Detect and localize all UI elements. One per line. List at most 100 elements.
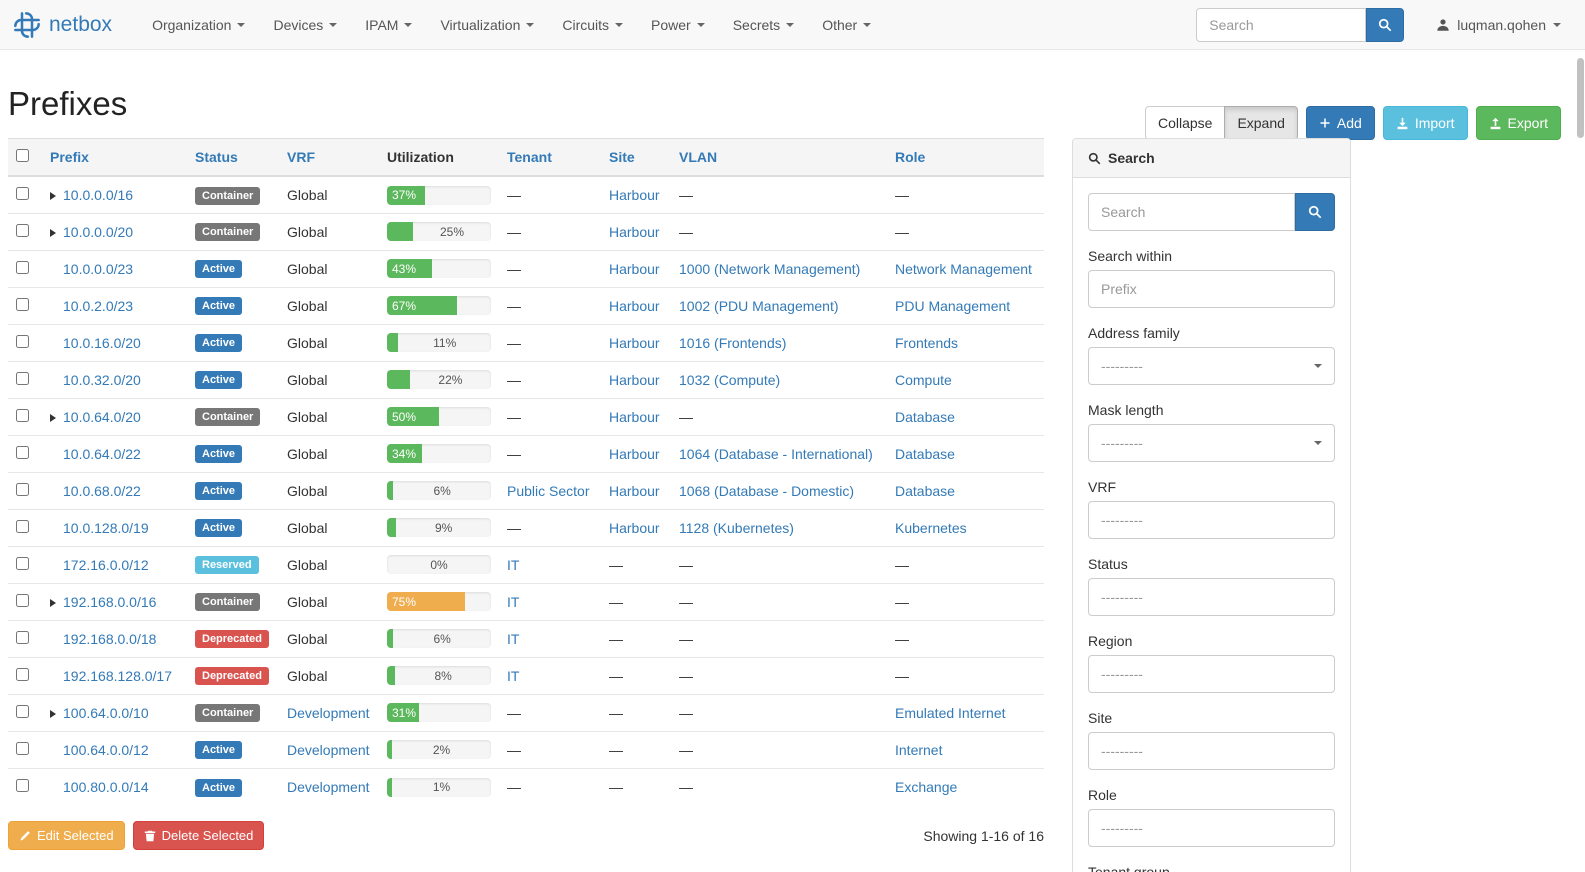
- row-checkbox[interactable]: [16, 371, 29, 385]
- row-checkbox[interactable]: [16, 556, 29, 570]
- role-cell[interactable]: Emulated Internet: [895, 704, 1006, 721]
- prefix-link[interactable]: 10.0.0.0/23: [63, 260, 134, 277]
- role-select[interactable]: ---------: [1088, 809, 1335, 848]
- prefix-link[interactable]: 10.0.2.0/23: [63, 297, 134, 314]
- mask-length-select[interactable]: ---------: [1088, 424, 1335, 463]
- column-header-vrf[interactable]: VRF: [279, 138, 379, 178]
- global-search-button[interactable]: [1366, 7, 1405, 42]
- site-cell[interactable]: Harbour: [609, 482, 660, 499]
- column-header-status[interactable]: Status: [187, 138, 279, 178]
- column-header-tenant[interactable]: Tenant: [499, 138, 601, 178]
- tenant-cell[interactable]: IT: [507, 556, 520, 573]
- global-search-input[interactable]: [1196, 7, 1367, 42]
- vrf-select[interactable]: ---------: [1088, 501, 1335, 540]
- menu-devices[interactable]: Devices: [259, 2, 351, 48]
- row-checkbox[interactable]: [16, 630, 29, 644]
- expand-caret[interactable]: [50, 228, 56, 237]
- address-family-select[interactable]: ---------: [1088, 347, 1335, 386]
- site-cell[interactable]: Harbour: [609, 408, 660, 425]
- menu-secrets[interactable]: Secrets: [719, 2, 808, 48]
- tenant-cell[interactable]: IT: [507, 667, 520, 684]
- row-checkbox[interactable]: [16, 482, 29, 496]
- row-checkbox[interactable]: [16, 779, 29, 793]
- menu-power[interactable]: Power: [637, 2, 719, 48]
- role-cell[interactable]: Database: [895, 445, 955, 462]
- edit-selected-button[interactable]: Edit Selected: [8, 821, 125, 851]
- vlan-cell[interactable]: 1128 (Kubernetes): [679, 519, 794, 536]
- row-checkbox[interactable]: [16, 667, 29, 681]
- vlan-cell[interactable]: 1032 (Compute): [679, 371, 781, 388]
- prefix-link[interactable]: 100.80.0.0/14: [63, 779, 149, 796]
- row-checkbox[interactable]: [16, 223, 29, 237]
- prefix-link[interactable]: 192.168.128.0/17: [63, 667, 172, 684]
- role-cell[interactable]: Internet: [895, 741, 943, 758]
- row-checkbox[interactable]: [16, 408, 29, 422]
- tenant-cell[interactable]: IT: [507, 593, 520, 610]
- role-cell[interactable]: Kubernetes: [895, 519, 967, 536]
- prefix-link[interactable]: 100.64.0.0/12: [63, 741, 149, 758]
- site-cell[interactable]: Harbour: [609, 445, 660, 462]
- prefix-link[interactable]: 10.0.32.0/20: [63, 371, 141, 388]
- prefix-link[interactable]: 100.64.0.0/10: [63, 704, 149, 721]
- column-header-role[interactable]: Role: [887, 138, 1044, 178]
- prefix-link[interactable]: 10.0.128.0/19: [63, 519, 149, 536]
- export-button[interactable]: Export: [1475, 106, 1561, 140]
- row-checkbox[interactable]: [16, 260, 29, 274]
- prefix-link[interactable]: 192.168.0.0/16: [63, 593, 157, 610]
- prefix-link[interactable]: 10.0.64.0/22: [63, 445, 141, 462]
- column-header-vlan[interactable]: VLAN: [671, 138, 887, 178]
- delete-selected-button[interactable]: Delete Selected: [132, 821, 265, 851]
- row-checkbox[interactable]: [16, 741, 29, 755]
- status-select[interactable]: ---------: [1088, 578, 1335, 617]
- prefix-link[interactable]: 192.168.0.0/18: [63, 630, 157, 647]
- site-cell[interactable]: Harbour: [609, 297, 660, 314]
- scrollbar-thumb[interactable]: [1577, 58, 1584, 138]
- scrollbar[interactable]: [1576, 50, 1585, 872]
- row-checkbox[interactable]: [16, 187, 29, 201]
- column-header-prefix[interactable]: Prefix: [42, 138, 187, 178]
- site-cell[interactable]: Harbour: [609, 260, 660, 277]
- role-cell[interactable]: Network Management: [895, 260, 1032, 277]
- site-cell[interactable]: Harbour: [609, 519, 660, 536]
- site-cell[interactable]: Harbour: [609, 334, 660, 351]
- search-within-input[interactable]: [1088, 270, 1335, 309]
- vrf-cell[interactable]: Development: [287, 704, 370, 721]
- tenant-cell[interactable]: IT: [507, 630, 520, 647]
- prefix-link[interactable]: 10.0.64.0/20: [63, 408, 141, 425]
- row-checkbox[interactable]: [16, 334, 29, 348]
- row-checkbox[interactable]: [16, 593, 29, 607]
- role-cell[interactable]: Database: [895, 482, 955, 499]
- netbox-brand[interactable]: netbox: [12, 10, 112, 40]
- vlan-cell[interactable]: 1000 (Network Management): [679, 260, 861, 277]
- expand-caret[interactable]: [50, 598, 56, 607]
- prefix-link[interactable]: 10.0.16.0/20: [63, 334, 141, 351]
- column-header-site[interactable]: Site: [601, 138, 671, 178]
- menu-organization[interactable]: Organization: [138, 2, 259, 48]
- expand-caret[interactable]: [50, 413, 56, 422]
- vlan-cell[interactable]: 1064 (Database - International): [679, 445, 873, 462]
- role-cell[interactable]: Compute: [895, 371, 952, 388]
- expand-caret[interactable]: [50, 709, 56, 718]
- select-all-checkbox[interactable]: [16, 149, 29, 163]
- vlan-cell[interactable]: 1002 (PDU Management): [679, 297, 839, 314]
- filter-search-input[interactable]: [1088, 193, 1295, 232]
- prefix-link[interactable]: 10.0.68.0/22: [63, 482, 141, 499]
- prefix-link[interactable]: 10.0.0.0/16: [63, 187, 134, 204]
- user-menu[interactable]: luqman.qohen: [1436, 17, 1561, 33]
- site-cell[interactable]: Harbour: [609, 371, 660, 388]
- menu-other[interactable]: Other: [808, 2, 885, 48]
- tenant-cell[interactable]: Public Sector: [507, 482, 590, 499]
- role-cell[interactable]: Database: [895, 408, 955, 425]
- site-select[interactable]: ---------: [1088, 732, 1335, 771]
- site-cell[interactable]: Harbour: [609, 187, 660, 204]
- filter-search-button[interactable]: [1295, 193, 1335, 232]
- role-cell[interactable]: PDU Management: [895, 297, 1011, 314]
- row-checkbox[interactable]: [16, 297, 29, 311]
- prefix-link[interactable]: 10.0.0.0/20: [63, 223, 134, 240]
- vrf-cell[interactable]: Development: [287, 741, 370, 758]
- role-cell[interactable]: Exchange: [895, 779, 958, 796]
- site-cell[interactable]: Harbour: [609, 223, 660, 240]
- add-button[interactable]: Add: [1305, 106, 1375, 140]
- menu-ipam[interactable]: IPAM: [351, 2, 426, 48]
- row-checkbox[interactable]: [16, 445, 29, 459]
